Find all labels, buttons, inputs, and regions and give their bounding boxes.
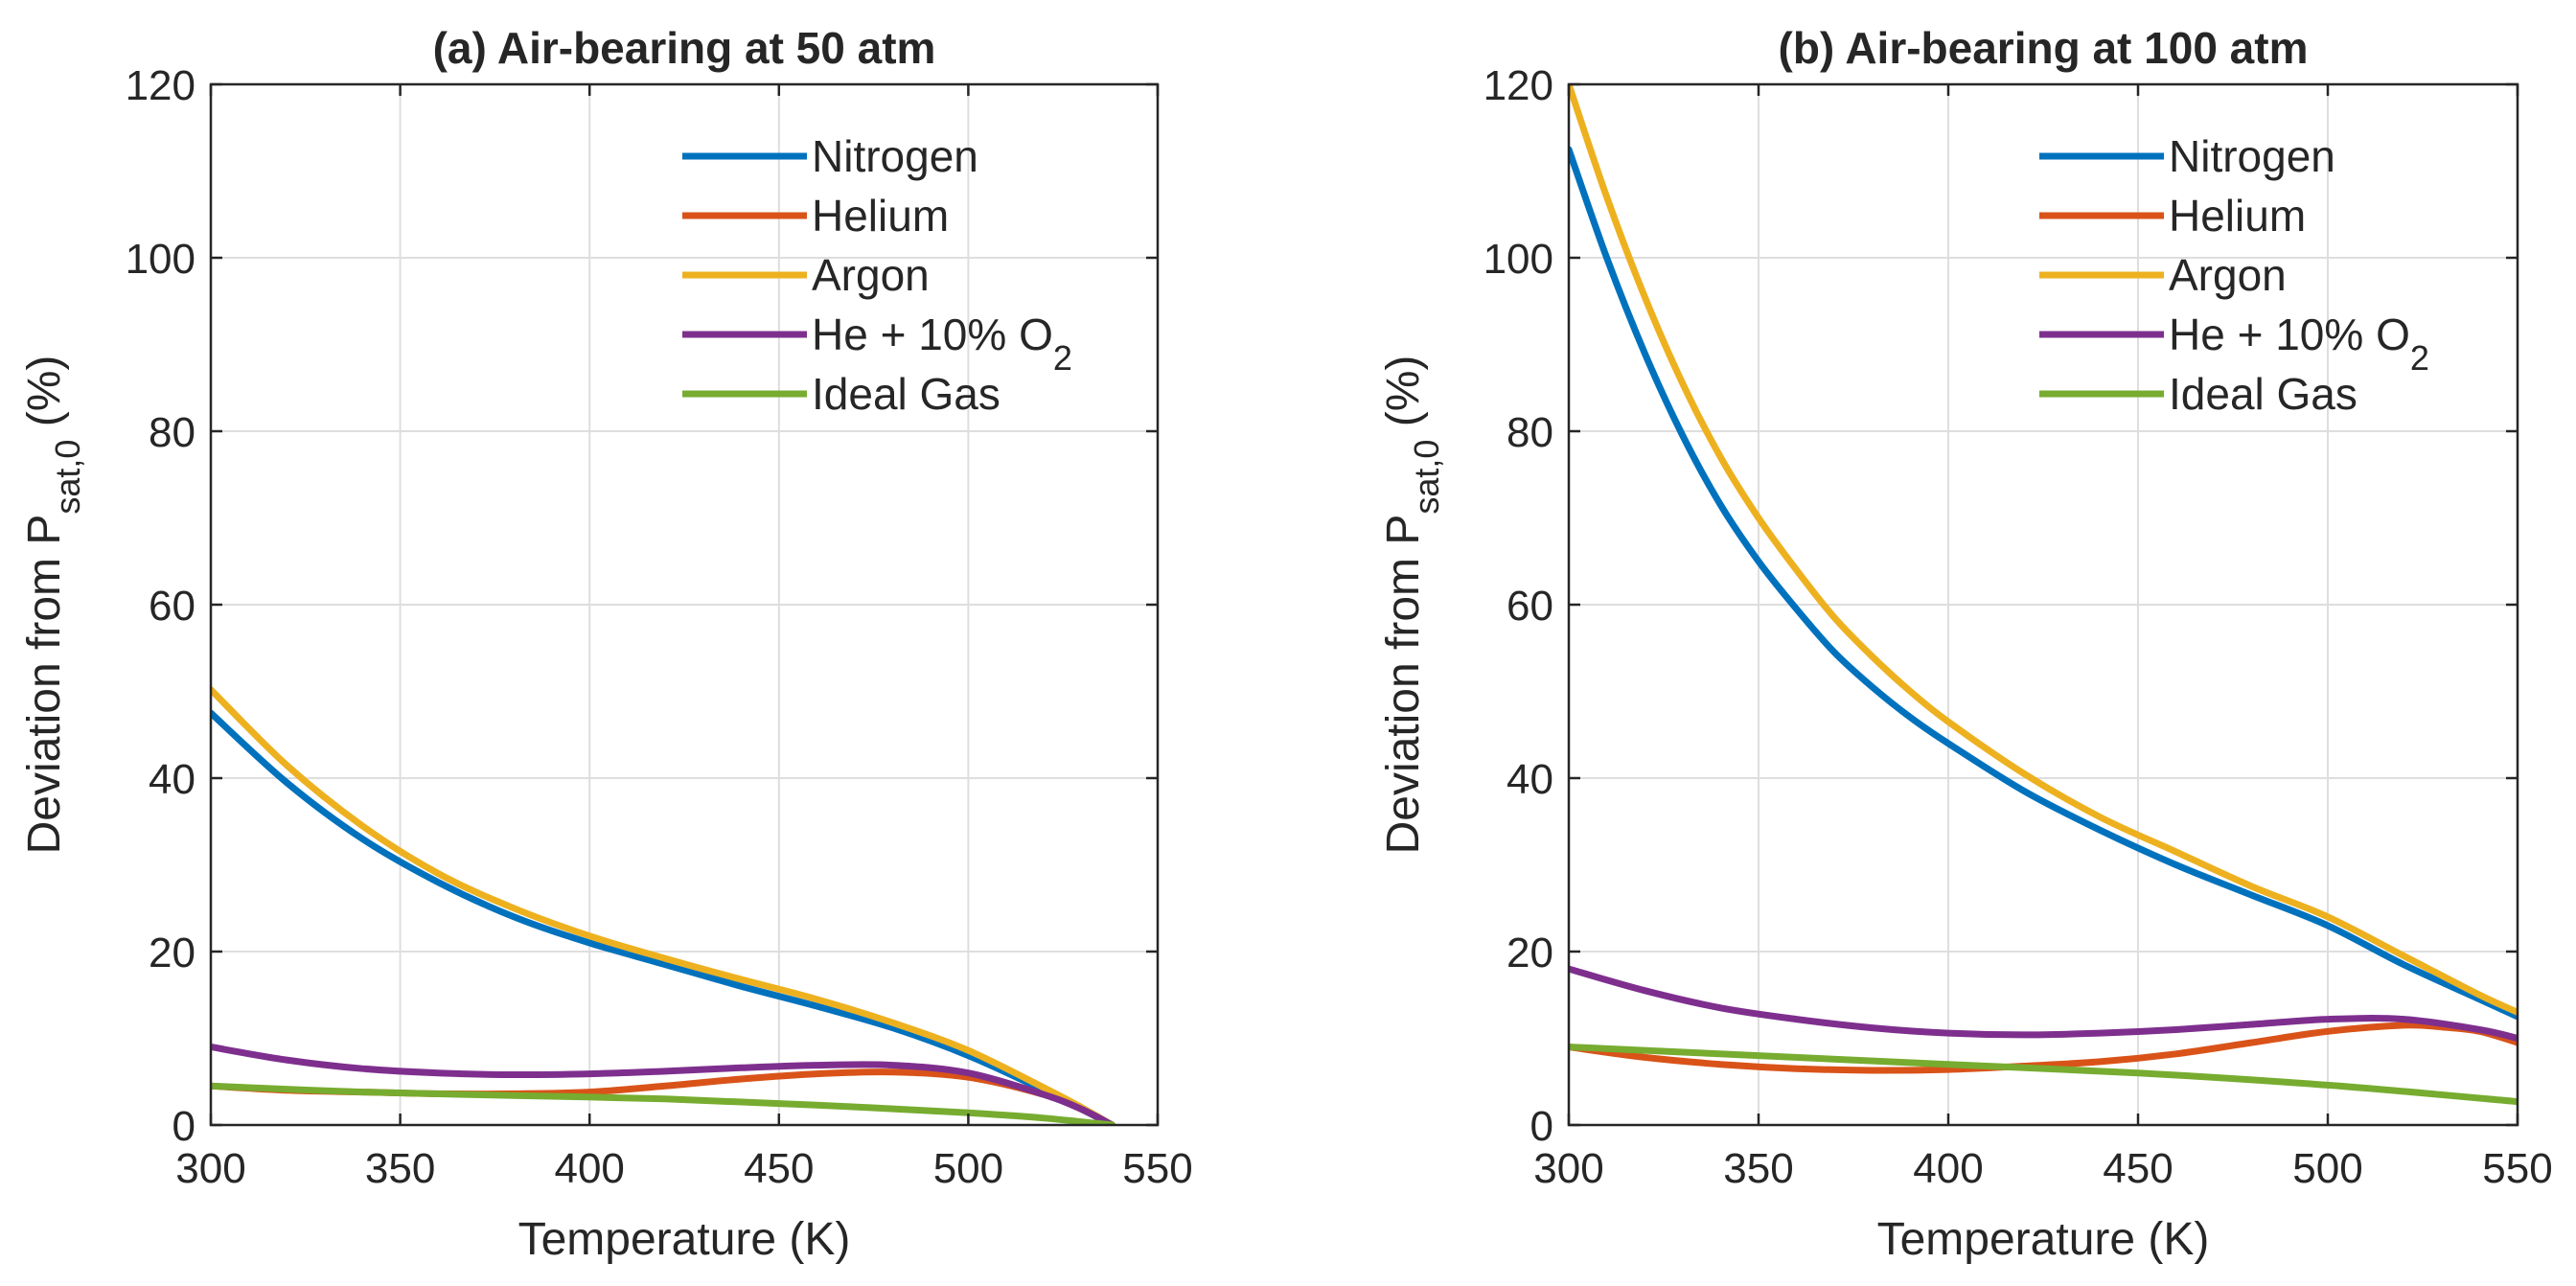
- chart-title: (a) Air-bearing at 50 atm: [433, 23, 936, 73]
- x-tick-label: 550: [2482, 1145, 2552, 1192]
- legend-label-main: Nitrogen: [812, 131, 978, 181]
- chart-title: (b) Air-bearing at 100 atm: [1779, 23, 2309, 73]
- series-line-argon: [211, 686, 1116, 1125]
- y-axis: 0 20 40 60 80 100 120: [1484, 62, 2518, 1150]
- y-tick-label: 120: [126, 62, 196, 109]
- x-axis: 300 350 400 450 500 550: [1533, 84, 2553, 1192]
- y-tick-label: 40: [1506, 756, 1553, 803]
- grid: [211, 84, 1158, 1125]
- y-axis-label-suffix: (%): [1378, 356, 1429, 440]
- y-tick-label: 0: [1530, 1103, 1553, 1150]
- legend-label: Ideal Gas: [2169, 369, 2358, 419]
- legend-label-main: Helium: [812, 191, 949, 241]
- x-tick-label: 400: [1913, 1145, 1983, 1192]
- x-tick-label: 550: [1122, 1145, 1192, 1192]
- y-tick-label: 0: [172, 1103, 196, 1150]
- y-tick-label: 40: [149, 756, 196, 803]
- chart-b: 300 350 400 450 500 550 0 20 40 60 80 100 120 (b) Air…: [1378, 23, 2553, 1265]
- y-tick-label: 100: [126, 236, 196, 283]
- series-line-ideal-gas: [211, 1082, 1116, 1125]
- x-tick-label: 450: [2103, 1145, 2173, 1192]
- y-tick-label: 20: [149, 930, 196, 976]
- chart-a: 300 350 400 450 500 550 0 20 40 60 80 100 120 (a) Air…: [19, 23, 1193, 1265]
- y-tick-label: 20: [1506, 930, 1553, 976]
- x-tick-label: 300: [1533, 1145, 1603, 1192]
- legend-label-main: Ideal Gas: [2169, 369, 2358, 419]
- x-tick-label: 350: [365, 1145, 435, 1192]
- legend-label-sub: 2: [2410, 338, 2429, 378]
- series-line-he-10-o: [211, 1044, 1116, 1125]
- y-tick-label: 80: [1506, 409, 1553, 456]
- y-tick-label: 120: [1484, 62, 1553, 109]
- y-axis-label: Deviation from Psat,0 (%): [1378, 356, 1446, 855]
- series-lines: [1569, 84, 2518, 1106]
- series-line-helium: [1569, 1022, 2518, 1074]
- series-line-nitrogen: [211, 709, 1116, 1125]
- y-axis-label-main: Deviation from P: [19, 515, 70, 855]
- grid: [1569, 84, 2518, 1125]
- series-line-nitrogen: [1569, 146, 2518, 1021]
- y-axis-label-sub: sat,0: [48, 440, 87, 515]
- x-axis-label: Temperature (K): [518, 1214, 851, 1265]
- y-axis-label-sub: sat,0: [1407, 440, 1446, 515]
- x-tick-label: 500: [933, 1145, 1003, 1192]
- y-axis-label-main: Deviation from P: [1378, 515, 1429, 855]
- y-tick-label: 60: [1506, 583, 1553, 630]
- legend-label-main: Helium: [2169, 191, 2306, 241]
- series-line-he-10-o: [1569, 965, 2518, 1042]
- legend-label: He + 10% O2: [2169, 310, 2429, 378]
- y-tick-label: 80: [149, 409, 196, 456]
- y-tick-label: 60: [149, 583, 196, 630]
- legend-label-sub: 2: [1053, 338, 1072, 378]
- x-tick-label: 400: [554, 1145, 624, 1192]
- x-tick-label: 350: [1723, 1145, 1793, 1192]
- x-tick-label: 500: [2292, 1145, 2362, 1192]
- series-lines: [211, 686, 1116, 1125]
- legend-label-main: Ideal Gas: [812, 369, 1000, 419]
- legend-label-main: Nitrogen: [2169, 131, 2335, 181]
- legend-label: Ideal Gas: [812, 369, 1000, 419]
- y-tick-label: 100: [1484, 236, 1553, 283]
- legend-label: Helium: [812, 191, 949, 241]
- legend-label-main: He + 10% O: [812, 310, 1053, 359]
- legend-label: Nitrogen: [2169, 131, 2335, 181]
- y-axis-label: Deviation from Psat,0 (%): [19, 356, 87, 855]
- legend-label-main: Argon: [812, 250, 930, 300]
- x-tick-label: 300: [175, 1145, 245, 1192]
- y-axis: 0 20 40 60 80 100 120: [126, 62, 1158, 1150]
- series-line-argon: [1569, 84, 2518, 1016]
- series-line-ideal-gas: [1569, 1044, 2518, 1106]
- y-axis-label-suffix: (%): [19, 356, 70, 440]
- legend-label-main: Argon: [2169, 250, 2287, 300]
- legend-label: Argon: [812, 250, 930, 300]
- legend-label: Argon: [2169, 250, 2287, 300]
- x-axis: 300 350 400 450 500 550: [175, 84, 1193, 1192]
- legend-label: Nitrogen: [812, 131, 978, 181]
- x-axis-label: Temperature (K): [1877, 1214, 2210, 1265]
- legend-label-main: He + 10% O: [2169, 310, 2410, 359]
- legend-label: Helium: [2169, 191, 2306, 241]
- legend-label: He + 10% O2: [812, 310, 1072, 378]
- x-tick-label: 450: [744, 1145, 814, 1192]
